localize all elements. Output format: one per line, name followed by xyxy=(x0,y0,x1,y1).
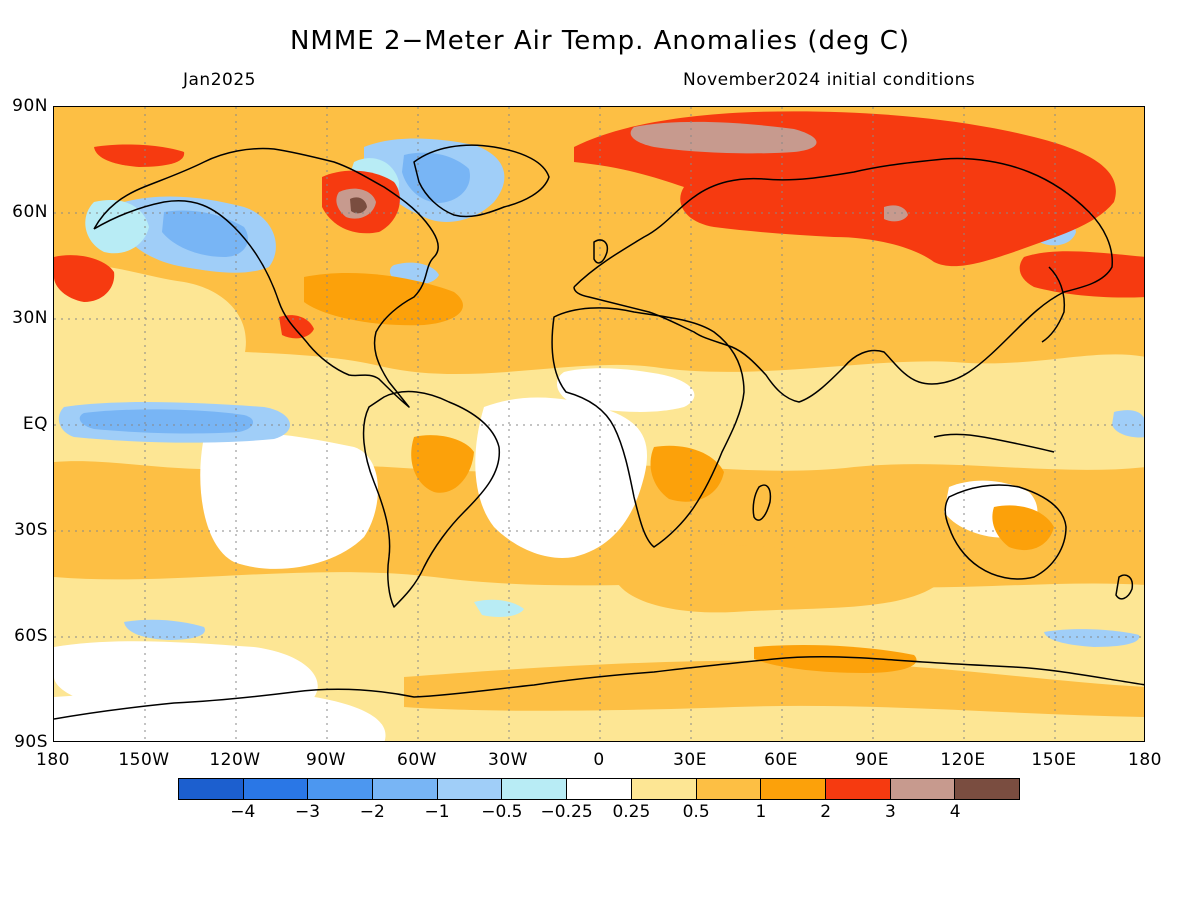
orange-australia xyxy=(992,505,1054,551)
coast-south-america xyxy=(362,390,500,608)
white-east-pacific xyxy=(200,432,378,569)
orange-south-america xyxy=(411,435,474,493)
colorbar-label: 0.5 xyxy=(682,802,710,822)
lon-label-180w: 180 xyxy=(36,750,70,770)
forecast-month: Jan2025 xyxy=(183,70,256,90)
lon-label-0: 0 xyxy=(593,750,605,770)
colorbar-swatch xyxy=(955,779,1019,799)
orange-south-indian xyxy=(614,543,940,613)
colorbar-label: −0.5 xyxy=(481,802,523,822)
colorbar-swatch xyxy=(696,779,762,799)
mid-blue-northwest-america xyxy=(162,210,248,257)
graticule xyxy=(54,107,1144,741)
lon-label-120e: 120E xyxy=(940,750,986,770)
cyan-southern-atlantic xyxy=(474,599,524,617)
lon-label-90e: 90E xyxy=(855,750,889,770)
lon-label-60e: 60E xyxy=(764,750,798,770)
colorbar-swatch xyxy=(502,779,568,799)
blue-west-pacific-tropics xyxy=(1112,410,1144,438)
lon-label-30e: 30E xyxy=(673,750,707,770)
coast-australia xyxy=(944,484,1067,580)
cyan-northwest-america xyxy=(85,199,149,254)
white-sahara xyxy=(556,368,695,412)
colorbar-swatch xyxy=(179,779,244,799)
lat-label-60s: 60S xyxy=(14,626,48,646)
coast-africa xyxy=(551,307,745,548)
coast-japan xyxy=(1041,266,1066,343)
orange-east-antarctic xyxy=(754,644,917,673)
coast-new-zealand xyxy=(1115,574,1134,600)
colorbar-label: 4 xyxy=(949,802,961,822)
brown-hudson-bay-core xyxy=(350,197,367,214)
colorbar xyxy=(178,778,1020,800)
coast-north-america xyxy=(93,147,439,408)
red-mexico xyxy=(279,315,314,339)
colorbar-label: −3 xyxy=(295,802,321,822)
colorbar-swatch xyxy=(890,779,956,799)
anomaly-map-svg xyxy=(54,107,1144,741)
colorbar-label: −4 xyxy=(230,802,256,822)
initial-conditions: November2024 initial conditions xyxy=(683,70,976,90)
colorbar-label: 0.25 xyxy=(612,802,651,822)
coast-greenland xyxy=(413,144,550,218)
orange-antarctic-belt xyxy=(404,660,1144,717)
colorbar-label: −2 xyxy=(359,802,385,822)
lon-label-180e: 180 xyxy=(1128,750,1162,770)
lat-label-eq: EQ xyxy=(22,414,48,434)
colorbar-label: −1 xyxy=(424,802,450,822)
red-arctic-north-canada xyxy=(94,144,185,167)
lat-label-90n: 90N xyxy=(12,96,48,116)
lat-label-90s: 90S xyxy=(14,732,48,752)
lat-label-60n: 60N xyxy=(12,202,48,222)
red-northeast-pacific xyxy=(54,255,115,302)
white-atlantic xyxy=(475,397,647,558)
white-antarctic-west xyxy=(54,689,386,741)
lon-label-90w: 90W xyxy=(306,750,346,770)
colorbar-label: −0.25 xyxy=(540,802,593,822)
orange-north-atlantic xyxy=(304,272,463,326)
coast-madagascar xyxy=(752,484,772,521)
lat-label-30s: 30S xyxy=(14,520,48,540)
coast-antarctica xyxy=(54,656,1144,720)
colorbar-swatch xyxy=(825,779,891,799)
blue-southern-ocean-east xyxy=(1044,629,1140,647)
anomaly-map xyxy=(53,106,1145,742)
lon-label-30w: 30W xyxy=(488,750,528,770)
colorbar-swatch xyxy=(373,779,438,799)
coast-uk xyxy=(593,239,609,264)
rose-arctic-barents xyxy=(630,121,817,154)
chart-title: NMME 2−Meter Air Temp. Anomalies (deg C) xyxy=(289,26,911,56)
mid-blue-equatorial-pacific xyxy=(79,409,254,434)
colorbar-swatch xyxy=(631,779,697,799)
colorbar-swatch xyxy=(243,779,309,799)
lon-label-150w: 150W xyxy=(118,750,170,770)
coastlines xyxy=(54,144,1144,720)
blue-southern-ocean-pacific xyxy=(124,619,205,640)
colorbar-label: 2 xyxy=(820,802,832,822)
lon-label-60w: 60W xyxy=(397,750,437,770)
lon-label-150e: 150E xyxy=(1031,750,1077,770)
coast-eurasia xyxy=(573,157,1113,403)
mid-blue-greenland xyxy=(402,152,470,203)
colorbar-label: 3 xyxy=(885,802,896,822)
coast-indonesia xyxy=(933,433,1055,453)
colorbar-swatch xyxy=(437,779,503,799)
lat-label-30n: 30N xyxy=(12,308,48,328)
colorbar-swatch xyxy=(308,779,374,799)
colorbar-swatch xyxy=(567,779,632,799)
colorbar-swatch xyxy=(761,779,826,799)
lon-label-120w: 120W xyxy=(209,750,261,770)
colorbar-label: 1 xyxy=(755,802,767,822)
